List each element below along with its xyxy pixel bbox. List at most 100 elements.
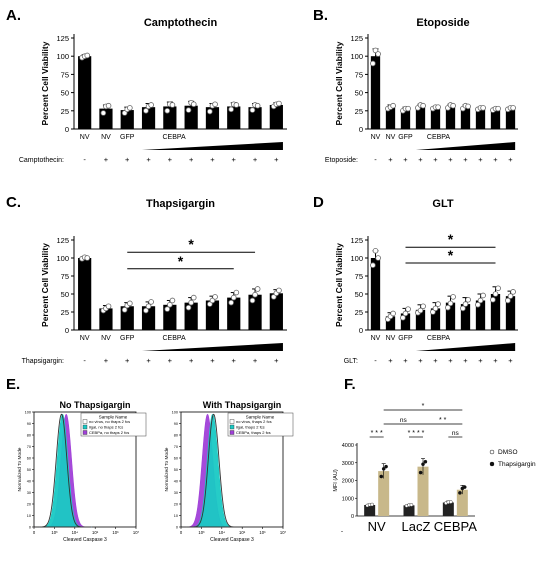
x-axis-label: Cleaved Caspase 3: [210, 537, 254, 543]
data-point: [127, 300, 133, 307]
chart-title: GLT: [432, 198, 453, 210]
data-point: [249, 107, 256, 113]
data-point: [445, 304, 451, 311]
treatment-sign: +: [418, 155, 423, 164]
dose-gradient-triangle: [141, 343, 283, 351]
bar: [400, 109, 411, 129]
y-tick-label: 90: [174, 422, 178, 426]
treatment-sign: +: [189, 155, 194, 164]
treatment-sign: +: [104, 356, 109, 365]
legend-entry: CEBPa, thaps 2 fcs: [236, 430, 271, 435]
treatment-sign: +: [403, 155, 408, 164]
y-tick-label: 0: [65, 326, 69, 335]
y-tick-label: 50: [355, 89, 363, 98]
data-point: [169, 102, 176, 108]
treatment-sign: -: [83, 155, 86, 164]
treatment-sign: +: [168, 155, 173, 164]
cebpa-label: CEBPA: [427, 335, 451, 342]
data-point: [400, 314, 406, 321]
data-point: [421, 462, 425, 466]
data-point: [510, 105, 516, 111]
y-axis-label: Normalized To Mode: [164, 447, 170, 491]
bar-thapsigargin: [417, 466, 429, 516]
bar: [490, 294, 501, 330]
x-tick-label: GFP: [120, 134, 135, 141]
chart-title: Camptothecin: [144, 17, 218, 29]
data-point: [465, 296, 471, 303]
y-tick-label: 0: [359, 326, 363, 335]
data-point: [276, 100, 282, 107]
data-point: [185, 107, 192, 113]
y-tick-label: 70: [174, 445, 178, 449]
dose-gradient-triangle: [415, 142, 516, 150]
data-point: [390, 310, 396, 317]
treatment-sign: +: [189, 356, 194, 365]
y-tick-label: 80: [27, 434, 31, 438]
treatment-sign: +: [463, 356, 468, 365]
data-point: [233, 102, 240, 108]
y-tick-label: 75: [355, 70, 363, 79]
bar: [385, 316, 396, 330]
panel-letter-c: C.: [6, 194, 21, 211]
data-point: [460, 305, 466, 312]
data-point: [381, 467, 386, 471]
bar: [415, 309, 426, 330]
data-point: [228, 106, 234, 113]
x-tick-label: 10⁷: [133, 530, 140, 535]
cebpa-label: CEBPA: [163, 134, 187, 141]
data-point: [450, 294, 456, 300]
data-point: [420, 102, 426, 109]
x-tick-label: 10⁶: [259, 530, 266, 535]
legend-marker: [489, 461, 495, 467]
treatment-label: GLT:: [344, 358, 358, 365]
bar: [78, 56, 92, 130]
flow-histogram-no-thapsigargin: No Thapsigargin 0 10 20 30 40 50 60 70 80 90 100 0 10…: [17, 400, 147, 543]
legend-marker: [489, 449, 495, 455]
bar: [400, 313, 411, 330]
x-tick-label: NV: [386, 134, 396, 141]
treatment-sign: +: [508, 356, 513, 365]
data-point: [435, 104, 441, 110]
treatment-sign: +: [125, 356, 130, 365]
y-tick-label: 50: [61, 290, 69, 299]
y-tick-label: 50: [174, 468, 178, 472]
bar: [370, 56, 381, 130]
data-point: [448, 500, 453, 504]
y-tick-label: 20: [174, 503, 178, 507]
bar: [269, 104, 283, 129]
histogram-series: [187, 413, 239, 528]
y-axis-label: Normalized To Mode: [17, 447, 23, 491]
y-tick-label: 0: [359, 125, 363, 134]
data-point: [84, 52, 91, 59]
y-tick-label: 0: [351, 514, 354, 520]
bar-thapsigargin: [378, 471, 390, 516]
data-point: [495, 105, 501, 112]
bar: [505, 296, 516, 330]
bar: [370, 258, 381, 330]
y-tick-label: 0: [176, 526, 178, 530]
legend-header: Sample Name: [246, 415, 275, 420]
x-tick-label: NV: [101, 335, 111, 342]
legend-box: [80, 412, 147, 437]
x-tick-label: 0: [180, 530, 183, 535]
data-point: [409, 503, 414, 507]
data-point: [207, 108, 213, 115]
chart-title: Thapsigargin: [146, 198, 215, 210]
treatment-sign: -: [374, 356, 377, 365]
treatment-sign: +: [493, 155, 498, 164]
data-point: [230, 294, 237, 301]
data-point: [100, 110, 107, 116]
data-point: [145, 303, 152, 310]
data-point: [372, 248, 379, 254]
significance-label: ns: [400, 417, 408, 424]
bar: [248, 294, 262, 330]
bar: [269, 293, 283, 330]
y-tick-label: 100: [350, 52, 363, 61]
significance-label: * * * *: [408, 430, 425, 437]
y-tick-label: 100: [25, 411, 31, 415]
treatment-label: Etoposide:: [325, 157, 358, 164]
data-point: [185, 304, 192, 311]
bar: [99, 308, 113, 330]
x-tick-label: NV: [80, 134, 90, 141]
bar: [78, 258, 92, 330]
